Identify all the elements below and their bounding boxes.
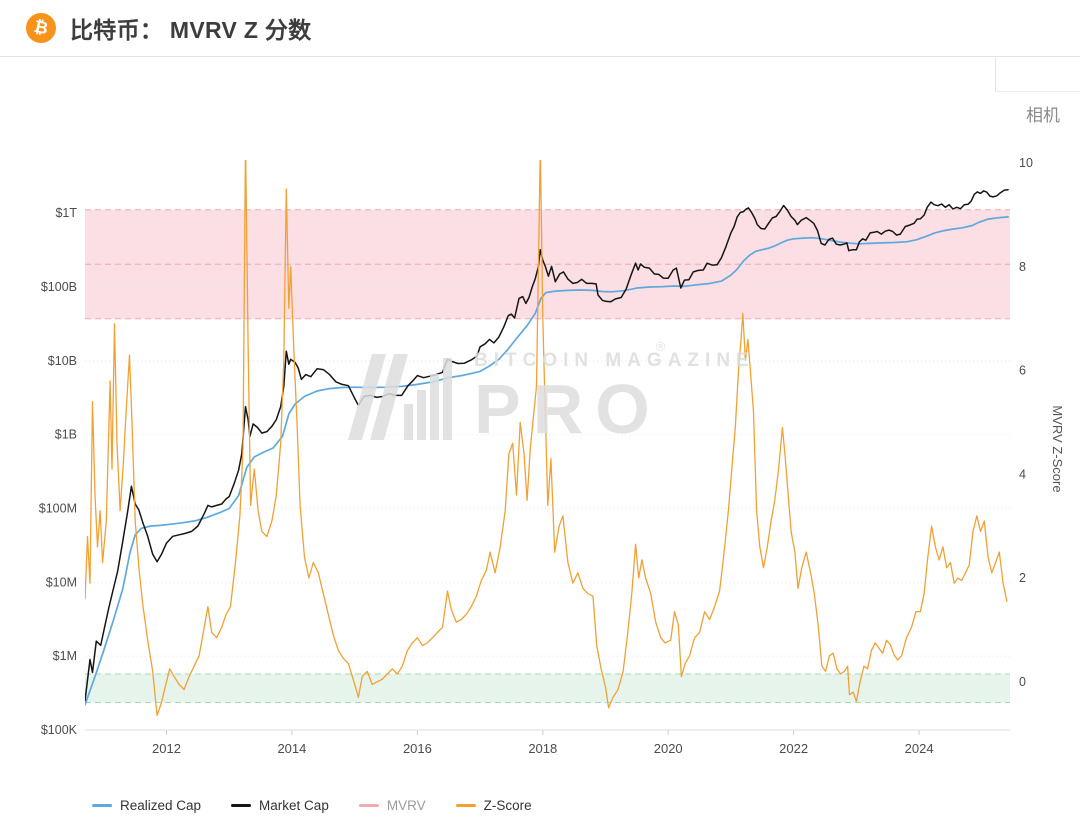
legend-item[interactable]: Realized Cap	[92, 798, 201, 813]
x-axis-tick-label: 2016	[403, 741, 432, 756]
x-axis-tick-label: 2018	[528, 741, 557, 756]
right-axis-tick-label: 10	[1019, 156, 1033, 170]
x-axis-tick-label: 2012	[152, 741, 181, 756]
x-axis-tick-label: 2022	[779, 741, 808, 756]
legend-label-z-score: Z-Score	[483, 798, 532, 813]
left-axis-tick-label: $1M	[53, 649, 77, 663]
page-header: ₿ 比特币： MVRV Z 分数	[0, 0, 1080, 57]
right-axis-tick-label: 8	[1019, 260, 1026, 274]
left-axis-tick-label: $1B	[55, 428, 77, 442]
legend-swatch-market-cap	[231, 804, 252, 807]
legend-item[interactable]: MVRV	[358, 798, 426, 813]
right-axis-title: MVRV Z-Score	[1050, 405, 1065, 493]
mvrv-chart: $1T $100B $10B $1B $100M $10M $1M $100K 0 2 4 6 8 10 2…	[0, 140, 1080, 796]
legend-item[interactable]: Z-Score	[455, 798, 532, 813]
right-axis-tick-label: 4	[1019, 467, 1026, 481]
bitcoin-icon: ₿	[26, 13, 56, 43]
x-axis-tick-label: 2024	[905, 741, 934, 756]
left-axis-tick-label: $1T	[55, 206, 77, 220]
legend-label-mvrv: MVRV	[386, 798, 426, 813]
legend-swatch-z-score	[455, 804, 476, 807]
chart-legend: Realized Cap Market Cap MVRV Z-Score	[92, 798, 532, 813]
legend-swatch-realized-cap	[92, 804, 112, 807]
left-axis-tick-label: $10B	[48, 354, 77, 368]
camera-menu-item[interactable]: 相机	[1026, 106, 1060, 125]
left-axis-tick-label: $10M	[46, 575, 77, 589]
left-axis-tick-label: $100M	[39, 502, 77, 516]
legend-label-realized-cap: Realized Cap	[120, 798, 202, 813]
right-axis-tick-label: 0	[1019, 675, 1026, 689]
x-axis-tick-label: 2020	[654, 741, 683, 756]
legend-label-market-cap: Market Cap	[259, 798, 329, 813]
mvrv-chart-svg[interactable]: $1T $100B $10B $1B $100M $10M $1M $100K 0 2 4 6 8 10 2…	[0, 140, 1080, 796]
x-axis-tick-label: 2014	[277, 741, 306, 756]
legend-item[interactable]: Market Cap	[231, 798, 329, 813]
page-title: 比特币： MVRV Z 分数	[70, 17, 312, 43]
legend-swatch-mvrv	[358, 804, 379, 807]
left-axis-tick-label: $100K	[41, 723, 78, 737]
right-axis-tick-label: 2	[1019, 571, 1026, 585]
toolbar-partial-button[interactable]	[995, 58, 1080, 92]
series-realized-cap	[85, 216, 1009, 706]
zone-mvrv-undervalued	[85, 674, 1010, 703]
right-axis-tick-label: 6	[1019, 364, 1026, 378]
series-z-score	[85, 160, 1008, 717]
left-axis-tick-label: $100B	[41, 280, 77, 294]
